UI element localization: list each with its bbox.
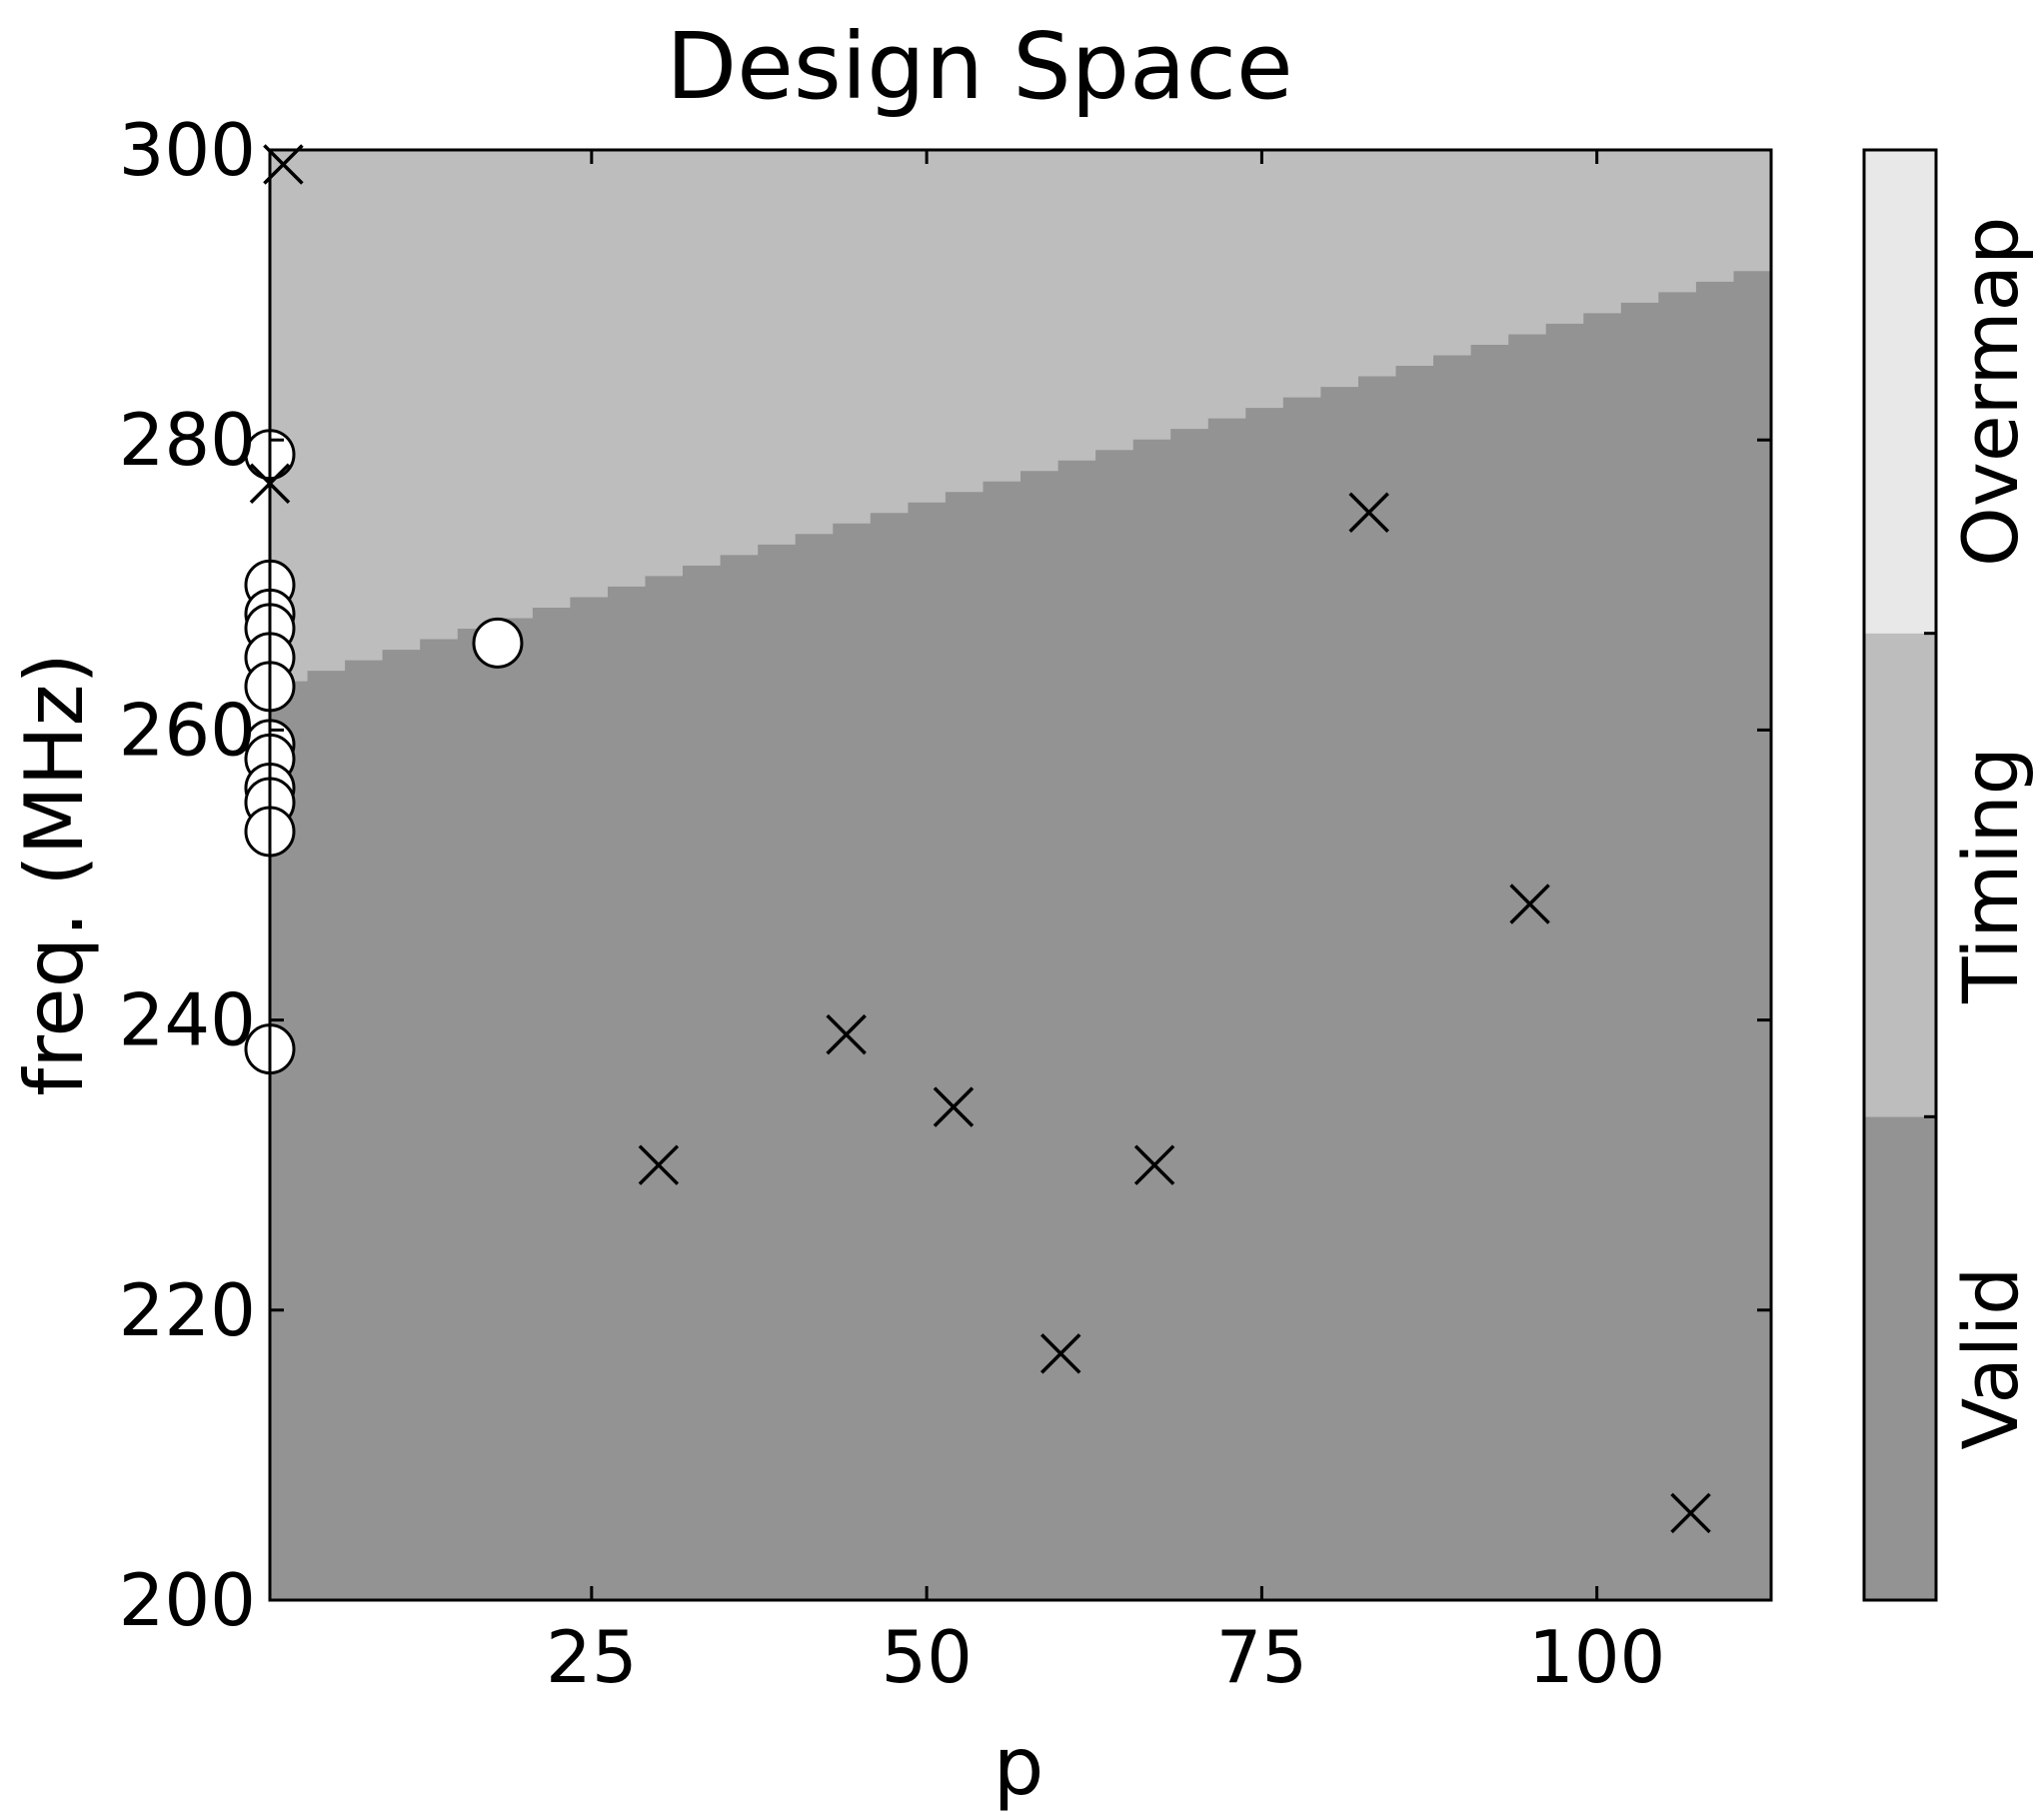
marker-x (1670, 1492, 1711, 1534)
y-tick-label: 280 (119, 398, 256, 482)
y-axis-ticks: 200 220 240 260 280 300 (119, 108, 1771, 1642)
x-tick-label: 50 (881, 1615, 973, 1699)
y-tick-label: 200 (119, 1558, 256, 1642)
region-valid (270, 271, 1771, 1600)
marker-x-stroke (1133, 1144, 1175, 1185)
marker-x-stroke (638, 1144, 680, 1185)
colorbar-swatch-overmap (1864, 150, 1936, 634)
plot-frame (268, 148, 1773, 1602)
marker-x-stroke (1509, 884, 1550, 924)
x-axis-ticks: 25 50 75 100 (546, 150, 1665, 1699)
y-axis-label: freq. (MHz) (8, 653, 101, 1096)
marker-x (1509, 884, 1550, 924)
colorbar-label: Valid (1946, 1267, 2035, 1450)
marker-x (1133, 1144, 1175, 1185)
x-tick-label: 75 (1216, 1615, 1308, 1699)
marker-x (1348, 492, 1389, 533)
x-tick-label: 100 (1528, 1615, 1665, 1699)
marker-circle (472, 617, 524, 669)
marker-x-stroke (826, 1013, 867, 1055)
marker-x-stroke (1039, 1333, 1081, 1374)
marker-x (638, 1144, 680, 1185)
colorbar: Valid Timing Overmap (1862, 148, 2035, 1602)
colorbar-frame (1862, 148, 1938, 1602)
chart-title: Design Space (666, 13, 1292, 120)
colorbar-swatch-timing (1864, 633, 1936, 1117)
plot-area (270, 150, 1771, 1600)
y-tick-label: 240 (119, 978, 256, 1062)
colorbar-label: Overmap (1946, 217, 2035, 567)
y-tick-label: 220 (119, 1268, 256, 1352)
marker-x (1039, 1333, 1081, 1374)
marker-x (933, 1086, 975, 1127)
marker-x-stroke (1348, 492, 1389, 533)
marker-x-stroke (1670, 1492, 1711, 1534)
marker-x-stroke (933, 1086, 975, 1127)
x-axis-label: p (994, 1720, 1044, 1813)
y-tick-label: 300 (119, 108, 256, 192)
marker-x (826, 1013, 867, 1055)
y-tick-label: 260 (119, 688, 256, 772)
colorbar-swatch-valid (1864, 1116, 1936, 1600)
colorbar-label: Timing (1946, 747, 2035, 1004)
x-tick-label: 25 (546, 1615, 638, 1699)
